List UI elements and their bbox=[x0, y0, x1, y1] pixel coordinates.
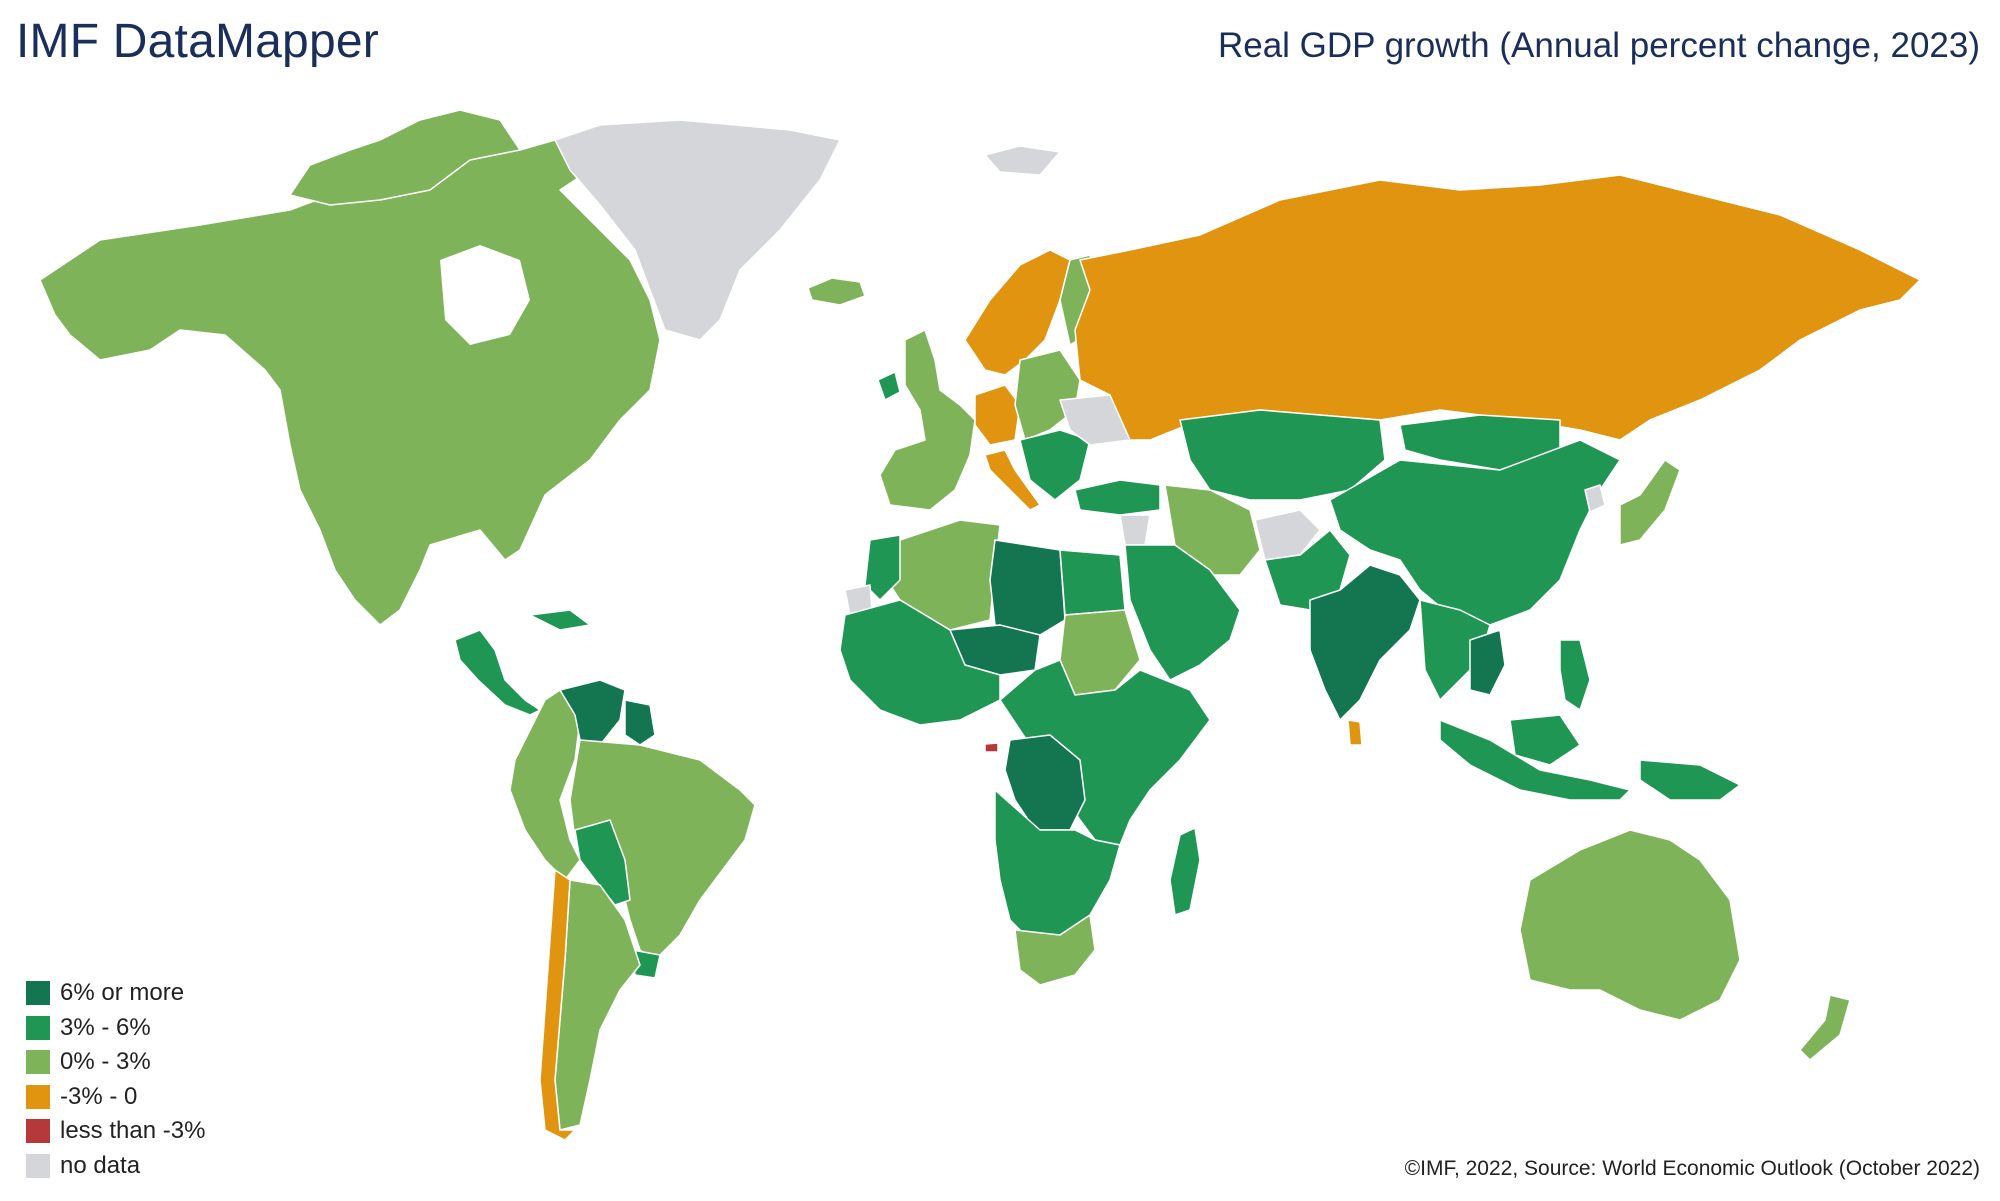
legend-label: 3% - 6% bbox=[60, 1013, 151, 1041]
map-region-india-bangladesh[interactable] bbox=[1309, 564, 1421, 721]
legend-item: 3% - 6% bbox=[26, 1011, 205, 1046]
map-region-west-africa[interactable] bbox=[839, 599, 1001, 726]
map-region-egypt[interactable] bbox=[1059, 549, 1126, 616]
map-title: Real GDP growth (Annual percent change, … bbox=[1217, 26, 1980, 65]
map-region-china[interactable] bbox=[1329, 439, 1621, 626]
legend-swatch bbox=[26, 1153, 50, 1178]
legend-swatch bbox=[26, 1015, 50, 1040]
map-region-turkey[interactable] bbox=[1074, 479, 1161, 516]
source-credit: ©IMF, 2022, Source: World Economic Outlo… bbox=[1404, 1157, 1980, 1180]
legend-item: 0% - 3% bbox=[26, 1045, 205, 1080]
map-region-germany[interactable] bbox=[974, 384, 1021, 446]
map-region-afghanistan[interactable] bbox=[1254, 509, 1321, 561]
map-region-papua-new-guinea[interactable] bbox=[1639, 759, 1741, 801]
legend-item: no data bbox=[26, 1149, 205, 1184]
map-region-venezuela[interactable] bbox=[559, 679, 626, 746]
map-region-libya[interactable] bbox=[989, 539, 1066, 636]
legend-swatch bbox=[26, 1119, 50, 1144]
map-region-sri-lanka[interactable] bbox=[1347, 719, 1363, 746]
map-region-ireland[interactable] bbox=[877, 371, 901, 401]
map-region-philippines[interactable] bbox=[1559, 639, 1591, 711]
map-region-uk-france-iberia[interactable] bbox=[879, 329, 976, 511]
legend-item: 6% or more bbox=[26, 976, 205, 1011]
map-region-balkans[interactable] bbox=[1019, 429, 1091, 501]
map-region-colombia-ecuador-peru[interactable] bbox=[509, 689, 581, 881]
brand-title: IMF DataMapper bbox=[16, 15, 379, 68]
legend: 6% or more 3% - 6% 0% - 3% -3% - 0 less than… bbox=[26, 976, 205, 1183]
map-region-vietnam-cambodia[interactable] bbox=[1469, 629, 1506, 696]
map-region-central-eastern-europe[interactable] bbox=[1014, 349, 1081, 441]
map-region-morocco[interactable] bbox=[864, 534, 901, 601]
map-region-canada-usa-mexico[interactable] bbox=[39, 129, 661, 626]
map-region-chile[interactable] bbox=[539, 869, 576, 1141]
legend-item: less than -3% bbox=[26, 1114, 205, 1149]
map-region-iceland[interactable] bbox=[807, 277, 866, 306]
map-region-north-korea[interactable] bbox=[1584, 484, 1606, 513]
map-region-greenland[interactable] bbox=[554, 119, 841, 341]
map-region-caribbean[interactable] bbox=[529, 609, 591, 631]
map-region-australia[interactable] bbox=[1519, 829, 1741, 1021]
map-region-indonesia-malaysia[interactable] bbox=[1509, 714, 1581, 766]
legend-label: -3% - 0 bbox=[60, 1082, 138, 1110]
map-region-equatorial-guinea[interactable] bbox=[984, 742, 999, 753]
map-region-new-zealand[interactable] bbox=[1799, 994, 1851, 1061]
map-region-pakistan-nepal[interactable] bbox=[1264, 529, 1351, 611]
legend-label: no data bbox=[60, 1151, 141, 1179]
legend-label: less than -3% bbox=[60, 1117, 206, 1145]
legend-swatch bbox=[26, 981, 50, 1006]
legend-label: 0% - 3% bbox=[60, 1048, 151, 1076]
map-region-arabian-peninsula[interactable] bbox=[1124, 544, 1241, 681]
map-region-canada-usa-mexico[interactable] bbox=[289, 109, 521, 206]
map-region-japan-korea[interactable] bbox=[1619, 459, 1681, 546]
map-region-madagascar[interactable] bbox=[1169, 827, 1201, 916]
map-region-russia[interactable] bbox=[1074, 174, 1921, 441]
map-region-syria-lebanon[interactable] bbox=[1119, 514, 1151, 546]
map-region-italy[interactable] bbox=[984, 449, 1041, 511]
map-region-south-africa[interactable] bbox=[1014, 914, 1096, 986]
legend-swatch bbox=[26, 1084, 50, 1109]
map-region-guyana-suriname[interactable] bbox=[624, 699, 656, 746]
map-region-indonesia-malaysia[interactable] bbox=[1439, 719, 1631, 801]
map-region-svalbard[interactable] bbox=[984, 145, 1061, 176]
map-region-bolivia-paraguay[interactable] bbox=[574, 819, 631, 906]
legend-label: 6% or more bbox=[60, 979, 185, 1007]
map-region-central-america[interactable] bbox=[454, 629, 541, 716]
map-region-canada-usa-mexico bbox=[440, 245, 530, 345]
legend-item: -3% - 0 bbox=[26, 1080, 205, 1115]
legend-swatch bbox=[26, 1050, 50, 1075]
